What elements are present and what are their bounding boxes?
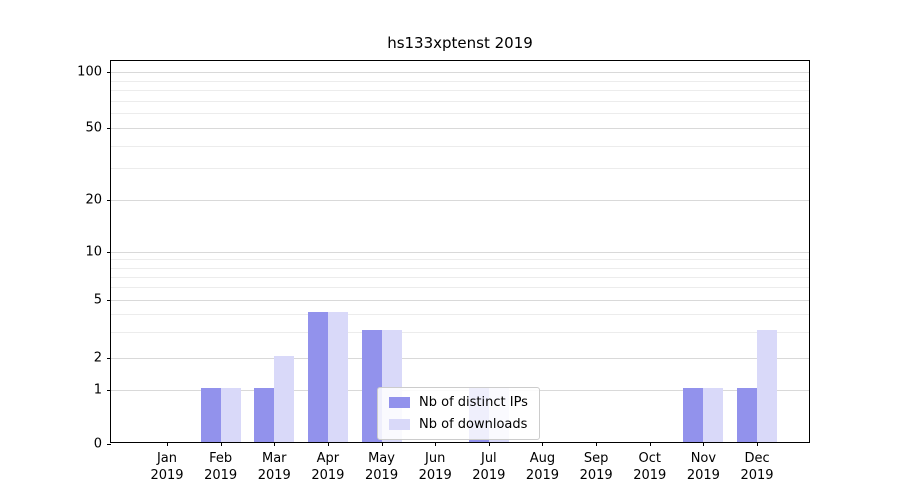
bar-nov <box>683 388 704 442</box>
gridline <box>111 80 809 82</box>
y-tick-label: 100 <box>77 64 102 80</box>
gridline <box>111 90 809 92</box>
bar-mar <box>274 356 295 442</box>
x-tick-label: Dec 2019 <box>740 451 774 483</box>
gridline <box>111 259 809 261</box>
x-tick-label: Nov 2019 <box>686 451 720 483</box>
x-tick-mark <box>596 442 598 446</box>
bar-apr <box>327 312 348 442</box>
y-tick-mark <box>107 200 111 202</box>
x-tick-mark <box>274 442 276 446</box>
bar-nov <box>703 388 724 442</box>
legend-item-distinct-ips: Nb of distinct IPs <box>389 395 528 410</box>
gridline <box>111 267 809 269</box>
bar-apr <box>307 312 328 442</box>
y-tick-label: 10 <box>85 244 102 260</box>
gridline <box>111 332 809 334</box>
gridline <box>111 128 809 130</box>
chart-title: hs133xptenst 2019 <box>387 34 533 52</box>
y-tick-mark <box>107 299 111 301</box>
y-tick-mark <box>107 389 111 391</box>
x-tick-mark <box>703 442 705 446</box>
gridline <box>111 168 809 170</box>
legend-label-downloads: Nb of downloads <box>419 417 528 432</box>
x-tick-mark <box>757 442 759 446</box>
x-tick-label: Feb 2019 <box>204 451 238 483</box>
gridline <box>111 113 809 115</box>
bar-dec <box>757 330 778 442</box>
y-tick-label: 50 <box>85 120 102 136</box>
legend-swatch-downloads <box>389 419 410 430</box>
y-tick-mark <box>107 128 111 130</box>
gridline <box>111 100 809 102</box>
y-tick-label: 2 <box>93 350 102 366</box>
bar-feb <box>200 388 221 442</box>
x-tick-label: Sep 2019 <box>579 451 613 483</box>
gridline <box>111 299 809 301</box>
x-tick-mark <box>327 442 329 446</box>
x-tick-mark <box>167 442 168 446</box>
x-tick-label: Jun 2019 <box>418 451 452 483</box>
y-tick-mark <box>107 252 111 254</box>
gridline <box>111 276 809 278</box>
plot-area: 0 1 2 5 10 20 50 100 Jan 2019 Feb 2019 Mar 2019 Apr 20… <box>77 60 810 483</box>
legend: Nb of distinct IPs Nb of downloads <box>377 387 540 440</box>
legend-label-distinct-ips: Nb of distinct IPs <box>419 395 528 410</box>
bar-feb <box>220 388 241 442</box>
y-tick-mark <box>107 72 111 74</box>
y-tick-label: 20 <box>85 192 102 208</box>
bar-mar <box>254 388 275 442</box>
gridline <box>111 358 809 360</box>
x-tick-label: Apr 2019 <box>311 451 345 483</box>
x-tick-mark <box>488 442 490 446</box>
x-tick-label: Aug 2019 <box>525 451 560 483</box>
y-tick-label: 5 <box>93 292 102 308</box>
legend-swatch-distinct-ips <box>389 397 410 408</box>
y-tick-mark <box>107 358 111 360</box>
gridline <box>111 72 809 74</box>
x-tick-mark <box>381 442 383 446</box>
x-tick-mark <box>435 442 437 446</box>
y-tick-mark <box>107 444 111 445</box>
x-tick-label: Mar 2019 <box>257 451 291 483</box>
gridline <box>111 287 809 289</box>
gridline <box>111 252 809 254</box>
gridline <box>111 200 809 202</box>
y-tick-label: 0 <box>93 436 102 452</box>
gridline <box>111 314 809 316</box>
x-tick-mark <box>542 442 544 446</box>
x-tick-label: Jan 2019 <box>150 451 184 483</box>
x-tick-label: Jul 2019 <box>472 451 506 483</box>
bar-may <box>361 330 382 442</box>
x-tick-label: May 2019 <box>365 451 399 483</box>
x-tick-label: Oct 2019 <box>633 451 667 483</box>
bar-dec <box>737 388 758 442</box>
legend-item-downloads: Nb of downloads <box>389 417 528 432</box>
x-tick-mark <box>649 442 651 446</box>
gridline <box>111 145 809 147</box>
y-tick-label: 1 <box>93 382 102 398</box>
x-tick-mark <box>220 442 222 446</box>
